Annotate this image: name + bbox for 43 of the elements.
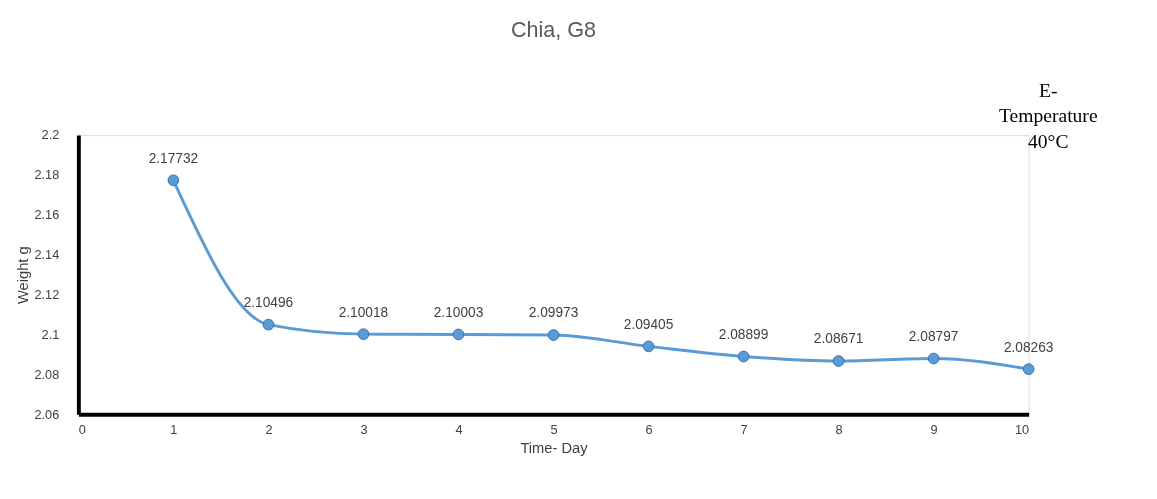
y-tick-label: 2.14 [34,247,60,263]
data-label: 2.09973 [528,305,579,321]
point [167,174,180,187]
annotation: E- Temperature 40°C [998,79,1098,152]
data-label: 2.10018 [338,304,389,320]
y-tick-label: 2.16 [34,207,60,223]
chart-title: Chia, G8 [511,17,597,43]
y-axis-title: Weight g [14,246,31,305]
point [737,350,750,363]
x-tick-label: 8 [835,422,843,438]
point [262,318,275,331]
x-tick-label: 0 [78,422,86,438]
x-tick-label: 9 [930,422,938,438]
point [927,352,940,365]
x-tick-label: 10 [1015,422,1030,438]
x-tick-label: 1 [170,422,178,438]
point [547,329,560,341]
data-label: 2.10003 [433,304,484,320]
y-tick-label: 2.12 [34,287,60,303]
x-tick-label: 4 [455,422,463,438]
x-tick-label: 6 [645,422,653,438]
x-axis-title: Time- Day [520,439,589,456]
data-label: 2.08899 [718,326,769,342]
x-tick-label: 3 [360,422,368,438]
point [1022,363,1035,375]
data-label: 2.08263 [1003,339,1054,355]
data-label: 2.10496 [243,294,294,310]
x-tick-label: 7 [740,422,748,438]
x-tick-label: 5 [550,422,558,438]
point [832,355,845,367]
y-tick-label: 2.08 [34,366,60,382]
x-tick-label: 2 [265,422,273,438]
point [452,328,465,341]
y-tick-label: 2.18 [34,167,60,183]
data-label: 2.08671 [813,331,864,347]
y-tick-label: 2.2 [41,127,60,143]
data-label: 2.17732 [148,150,199,166]
y-tick-label: 2.1 [41,326,60,342]
point [357,328,370,340]
data-label: 2.08797 [908,328,959,344]
y-tick-label: 2.06 [34,406,60,422]
data-label: 2.09405 [623,316,674,332]
point [642,340,655,353]
